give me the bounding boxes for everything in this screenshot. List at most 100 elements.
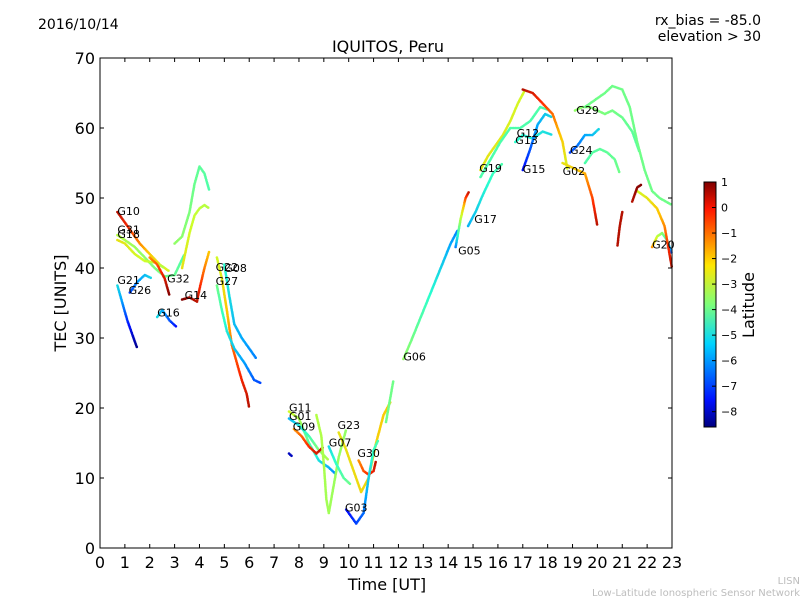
satellite-label: G13 [515, 134, 538, 147]
y-axis-label: TEC [UNITS] [51, 255, 70, 353]
colorbar-tick-label: −1 [721, 227, 737, 240]
data-points [116, 84, 673, 525]
satellite-label: G06 [403, 350, 426, 363]
series-g09 [292, 427, 324, 455]
series-g21c [583, 84, 672, 206]
series-g03 [344, 439, 380, 525]
satellite-label: G19 [479, 162, 502, 175]
x-axis-label: Time [UT] [347, 575, 426, 594]
data-point [391, 380, 395, 383]
satellite-label: G09 [293, 420, 316, 433]
x-tick-label: 19 [562, 553, 582, 572]
satellite-label: G30 [357, 447, 380, 460]
y-tick-label: 20 [75, 399, 95, 418]
x-tick-label: 20 [587, 553, 607, 572]
colorbar-tick-label: −7 [721, 380, 737, 393]
satellite-label: G14 [185, 289, 208, 302]
series-g19 [479, 89, 526, 172]
satellite-label: G03 [345, 502, 368, 515]
y-tick-label: 50 [75, 189, 95, 208]
satellite-label: G21 [117, 274, 140, 287]
data-point [161, 265, 165, 269]
x-tick-label: 0 [95, 553, 105, 572]
x-tick-label: 2 [145, 553, 155, 572]
data-point [290, 454, 293, 458]
series-g4a [173, 165, 211, 245]
data-point [467, 191, 470, 194]
data-point [207, 188, 211, 191]
x-tick-label: 13 [413, 553, 433, 572]
series-g16 [155, 308, 178, 328]
data-point [206, 206, 210, 209]
series-g9b [315, 413, 348, 515]
data-point [500, 162, 504, 166]
series-g22 [215, 256, 251, 408]
series-g20c [630, 183, 643, 203]
colorbar-label: Latitude [739, 272, 758, 338]
data-point [595, 223, 599, 226]
x-tick-label: 7 [269, 553, 279, 572]
series-g20b [635, 189, 673, 268]
data-point [617, 170, 621, 174]
colorbar-tick-label: 0 [721, 202, 728, 215]
series-g18 [116, 238, 165, 269]
rx-bias-text: rx_bias = -85.0 [654, 13, 761, 29]
x-tick-label: 3 [170, 553, 180, 572]
satellite-labels: G10G31G18G21G26G32G16G14G22G08G27G11G01G… [117, 104, 674, 515]
data-point [149, 276, 152, 280]
x-tick-label: 9 [319, 553, 329, 572]
series-g21 [116, 284, 139, 349]
satellite-label: G31 [117, 224, 140, 237]
satellite-label: G07 [329, 437, 352, 450]
colorbar-tick-label: −2 [721, 253, 737, 266]
colorbar-tick-label: −8 [721, 406, 737, 419]
y-axis: 0 10 20 30 40 50 60 70 [75, 49, 672, 558]
y-tick-label: 40 [75, 259, 95, 278]
colorbar [703, 181, 717, 428]
satellite-label: G24 [570, 144, 593, 157]
satellite-label: G16 [157, 306, 180, 319]
satellite-label: G32 [167, 273, 190, 286]
satellite-label: G17 [474, 213, 497, 226]
x-tick-label: 21 [612, 553, 632, 572]
y-tick-label: 10 [75, 469, 95, 488]
data-point [376, 439, 380, 443]
series-g02 [521, 88, 569, 170]
x-tick-label: 8 [294, 553, 304, 572]
x-tick-label: 23 [662, 553, 682, 572]
series-g26 [128, 273, 152, 294]
x-tick-label: 15 [463, 553, 483, 572]
x-tick-label: 18 [537, 553, 557, 572]
data-point [167, 293, 171, 296]
x-tick-label: 22 [637, 553, 657, 572]
satellite-label: G29 [576, 104, 599, 117]
satellite-label: G15 [523, 163, 546, 176]
x-tick-label: 4 [194, 553, 204, 572]
data-point [167, 269, 170, 272]
x-tick-label: 16 [488, 553, 508, 572]
x-tick-label: 11 [363, 553, 383, 572]
series-g27 [215, 284, 262, 385]
credit-long: Low-Latitude Ionospheric Sensor Network [592, 588, 800, 599]
plot-frame [99, 57, 673, 549]
colorbar-tick-label: −5 [721, 329, 737, 342]
x-axis: 0 1 2 3 4 5 6 7 8 9 10 11 12 13 14 15 16 17 18 19 20 21 22 23 [95, 58, 682, 572]
credit-short: LISN [777, 576, 800, 587]
satellite-label: G27 [216, 275, 239, 288]
series-g4b [180, 203, 210, 270]
satellite-label: G05 [458, 245, 481, 258]
series-g24b [561, 161, 599, 226]
satellite-label: G01 [289, 410, 312, 423]
data-point [207, 250, 211, 254]
x-tick-label: 10 [339, 553, 359, 572]
satellite-label: G11 [289, 402, 312, 415]
elevation-text: elevation > 30 [657, 29, 761, 45]
y-tick-label: 0 [85, 539, 95, 558]
chart-title: IQUITOS, Peru [331, 37, 445, 56]
x-tick-label: 1 [120, 553, 130, 572]
data-point [174, 325, 178, 328]
data-point [566, 167, 569, 170]
series-g08 [223, 263, 257, 360]
x-tick-label: 17 [513, 553, 533, 572]
